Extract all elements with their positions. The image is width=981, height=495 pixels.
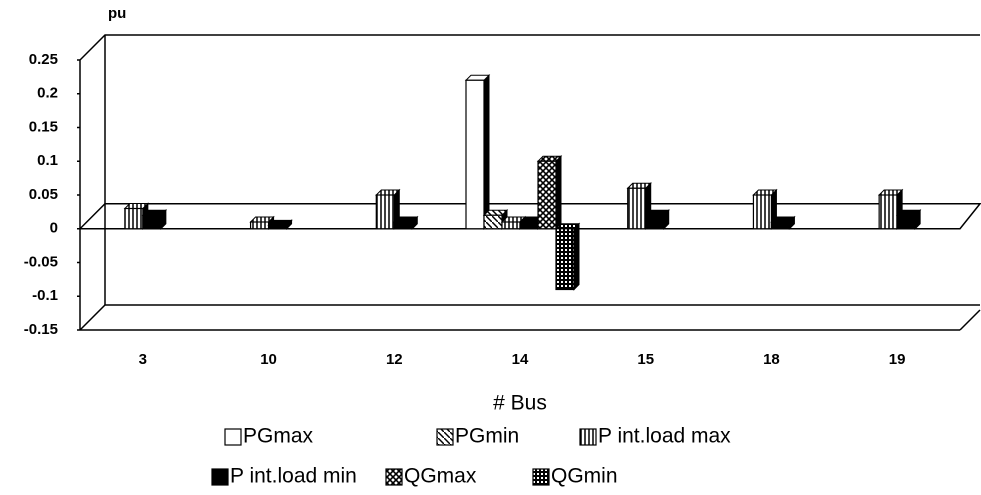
bar: [878, 194, 898, 230]
bar: [555, 228, 575, 291]
legend-swatch: [579, 428, 597, 446]
x-tick-label: 3: [139, 351, 147, 368]
legend-label: P int.load max: [598, 425, 731, 448]
bar: [249, 221, 270, 230]
bar: [124, 207, 144, 230]
x-tick-label: 18: [763, 351, 780, 368]
x-tick-label: 14: [512, 351, 529, 368]
bar: [465, 79, 485, 230]
y-tick-label: 0.25: [29, 51, 58, 68]
bar: [393, 221, 413, 230]
legend-label: PGmax: [243, 425, 314, 448]
legend-swatch: [224, 428, 242, 446]
legend-swatch: [385, 468, 403, 486]
bar: [752, 194, 773, 230]
bar-side: [573, 222, 580, 291]
bar: [267, 224, 288, 230]
frame: [79, 34, 981, 331]
bar: [537, 160, 557, 230]
legend-swatch: [211, 468, 229, 486]
y-tick-label: -0.05: [24, 253, 58, 270]
bar: [501, 221, 521, 230]
y-tick-label: 0.1: [37, 152, 58, 169]
bar: [519, 221, 539, 230]
bar-side: [555, 155, 562, 230]
bar: [142, 214, 162, 230]
y-tick-label: 0.15: [29, 118, 58, 135]
x-axis-label: # Bus: [493, 392, 547, 415]
bar: [627, 187, 647, 230]
x-tick-label: 10: [260, 351, 277, 368]
bar: [483, 214, 503, 230]
bar: [770, 221, 791, 230]
legend-swatch: [436, 428, 454, 446]
bar: [896, 214, 916, 230]
y-tick-label: 0.05: [29, 186, 58, 203]
legend-label: PGmin: [455, 425, 519, 448]
bar: [375, 194, 395, 230]
legend-label: P int.load min: [230, 465, 357, 488]
y-tick-label: 0: [50, 220, 58, 237]
legend-label: QGmin: [551, 465, 618, 488]
y-tick-label: -0.15: [24, 321, 58, 338]
y-tick-label: 0.2: [37, 85, 58, 102]
x-tick-label: 12: [386, 351, 403, 368]
x-tick-label: 15: [637, 351, 654, 368]
bar-side: [483, 74, 490, 230]
bar: [645, 214, 665, 230]
zero-plane: [79, 203, 981, 230]
y-axis-label: pu: [108, 5, 126, 22]
legend-label: QGmax: [404, 465, 477, 488]
legend-swatch: [532, 468, 550, 486]
x-tick-label: 19: [889, 351, 906, 368]
y-tick-label: -0.1: [32, 287, 58, 304]
